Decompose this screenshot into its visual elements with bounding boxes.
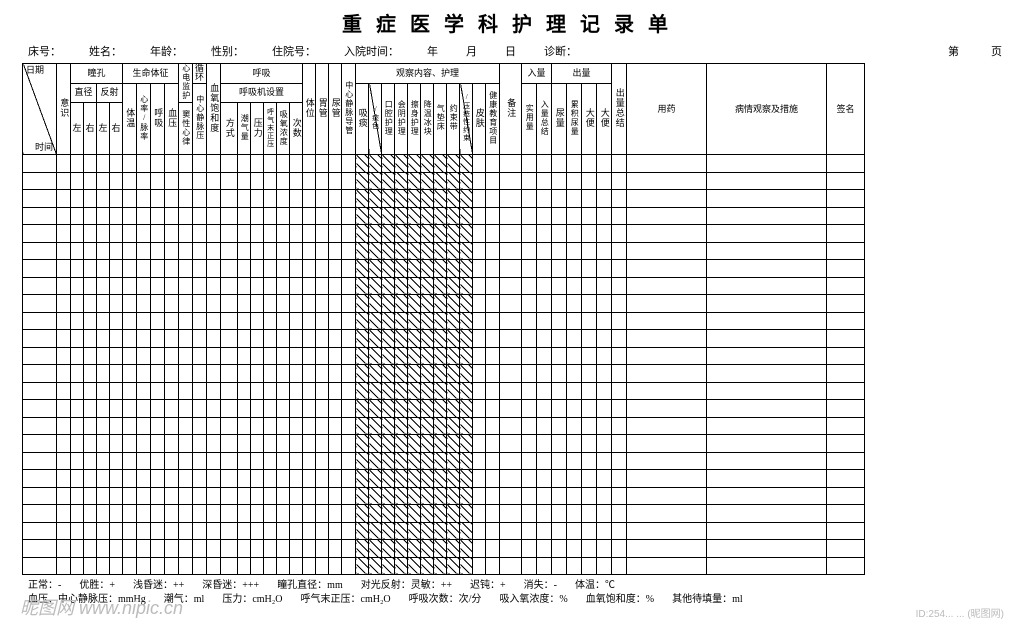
- h-diam-R: 右: [84, 103, 97, 155]
- table-row: [23, 242, 865, 260]
- h-ecg: 心电监护: [179, 64, 193, 103]
- h-cvc: 中心静脉导管: [342, 64, 356, 155]
- h-mode: 方式: [221, 103, 238, 155]
- watermark: 昵图网 www.nipic.cn: [20, 594, 183, 620]
- h-pulse: 心率/脉率: [137, 83, 151, 155]
- h-tv: 潮气量: [238, 103, 251, 155]
- name-label: 姓名：: [89, 43, 122, 59]
- h-urine-amt: 尿量: [552, 83, 567, 155]
- year-label: 年: [427, 43, 438, 59]
- h-reflex: 反射: [97, 83, 123, 103]
- h-edu: 健康教育项目: [486, 83, 500, 155]
- admit-time-label: 入院时间：: [344, 43, 399, 59]
- patient-info-bar: 床号： 姓名： 年龄： 性别： 住院号： 入院时间： 年 月 日 诊断： 第 页: [0, 43, 1024, 63]
- h-fio2: 吸氧浓度: [277, 103, 290, 155]
- h-conscious: 意识: [57, 64, 71, 155]
- h-suction: 吸痰: [356, 83, 369, 155]
- h-intake-tot: 入量总结: [537, 83, 552, 155]
- sex-label: 性别：: [211, 43, 244, 59]
- h-oral: 口腔护理: [382, 83, 395, 155]
- h-skin: 皮肤: [473, 83, 486, 155]
- h-bath: 擦身护理: [408, 83, 421, 155]
- h-vrate: 次数: [290, 103, 303, 155]
- h-outtot: 出量总结: [612, 64, 627, 155]
- h-medication: 用药: [627, 64, 707, 155]
- table-row: [23, 487, 865, 505]
- h-pupil: 瞳孔: [71, 64, 123, 84]
- h-intake-act: 实用量: [522, 83, 537, 155]
- table-row: [23, 190, 865, 208]
- table-row: [23, 400, 865, 418]
- bed-label: 床号：: [28, 43, 61, 59]
- h-sputum: /痰色: [369, 83, 382, 155]
- h-intake: 入量: [522, 64, 552, 84]
- table-row: [23, 452, 865, 470]
- table-row: [23, 470, 865, 488]
- h-position: 体位: [303, 64, 316, 155]
- table-row: [23, 172, 865, 190]
- table-row: [23, 277, 865, 295]
- datetime-header: 日期 时间: [23, 64, 57, 155]
- h-stool: 大便: [582, 83, 597, 155]
- h-drain: 累积尿量: [567, 83, 582, 155]
- h-note: 备注: [500, 64, 522, 155]
- watermark-right: ID:254... ... (昵图网): [916, 605, 1004, 620]
- h-bp: 血压: [165, 83, 179, 155]
- nursing-record-table: 日期 时间 意识 瞳孔 生命体征 心电监护 循环 血氧饱和度 呼吸 体位 胃管 …: [22, 63, 865, 575]
- table-row: [23, 347, 865, 365]
- h-stool2: 大便: [597, 83, 612, 155]
- h-perineal: 会阴护理: [395, 83, 408, 155]
- h-spo2: 血氧饱和度: [207, 64, 221, 155]
- table-row: [23, 260, 865, 278]
- hosp-no-label: 住院号：: [272, 43, 316, 59]
- h-obs: 观察内容、护理: [356, 64, 500, 84]
- table-row: [23, 522, 865, 540]
- h-sign: 签名: [827, 64, 865, 155]
- h-ref-L: 左: [97, 103, 110, 155]
- h-cold: 降温冰块: [421, 83, 434, 155]
- h-risk: /压疮性约束: [460, 83, 473, 155]
- diag-label: 诊断：: [544, 43, 577, 59]
- table-row: [23, 417, 865, 435]
- h-ref-R: 右: [110, 103, 123, 155]
- age-label: 年龄：: [150, 43, 183, 59]
- h-output: 出量: [552, 64, 612, 84]
- h-urine: 尿管: [329, 64, 342, 155]
- h-gi: 胃管: [316, 64, 329, 155]
- h-vital: 生命体征: [123, 64, 179, 84]
- h-temp: 体温: [123, 83, 137, 155]
- table-row: [23, 505, 865, 523]
- h-diam: 直径: [71, 83, 97, 103]
- h-restraint: 约束带: [447, 83, 460, 155]
- page-pre: 第: [948, 43, 959, 59]
- page-suf: 页: [991, 43, 1002, 59]
- page-title: 重症医学科护理记录单: [0, 0, 1024, 43]
- table-row: [23, 540, 865, 558]
- table-row: [23, 312, 865, 330]
- table-row: [23, 155, 865, 173]
- month-label: 月: [466, 43, 477, 59]
- h-ventset: 呼吸机设置: [221, 83, 303, 103]
- table-row: [23, 365, 865, 383]
- table-row: [23, 330, 865, 348]
- h-condition: 病情观察及措施: [707, 64, 827, 155]
- h-rr: 呼吸: [151, 83, 165, 155]
- table-row: [23, 557, 865, 575]
- h-pressure: 压力: [251, 103, 264, 155]
- h-diam-L: 左: [71, 103, 84, 155]
- table-row: [23, 295, 865, 313]
- table-row: [23, 207, 865, 225]
- h-peep: 呼气末正压: [264, 103, 277, 155]
- h-cvp: 中心静脉压: [193, 83, 207, 155]
- h-circ: 循环: [193, 64, 207, 84]
- h-resp: 呼吸: [221, 64, 303, 84]
- table-row: [23, 382, 865, 400]
- table-row: [23, 435, 865, 453]
- h-sinus: 窦性心律: [179, 103, 193, 155]
- day-label: 日: [505, 43, 516, 59]
- h-airbed: 气垫床: [434, 83, 447, 155]
- table-row: [23, 225, 865, 243]
